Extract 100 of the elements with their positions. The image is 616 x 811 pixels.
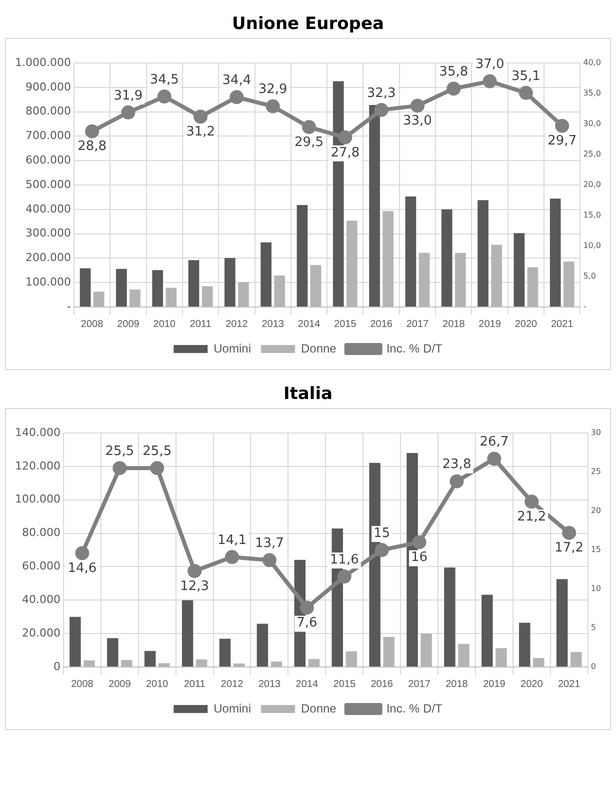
point xyxy=(230,90,244,104)
data-label: 33,0 xyxy=(403,114,432,129)
data-label: 13,7 xyxy=(255,536,284,552)
bar xyxy=(116,268,127,306)
y-tick-label: 140.000 xyxy=(14,426,60,439)
legend-label: Donne xyxy=(300,341,337,356)
point xyxy=(562,526,576,540)
point xyxy=(450,474,464,488)
point xyxy=(524,494,539,509)
data-label: 29,5 xyxy=(294,134,324,150)
y2-tick-label: 40,0 xyxy=(583,58,601,68)
y-tick-label: 1.000.000 xyxy=(15,56,71,69)
point xyxy=(482,74,497,88)
x-tick-label: 2019 xyxy=(478,318,502,330)
data-label: 15 xyxy=(374,526,390,541)
y-tick-label: 800.000 xyxy=(25,104,71,118)
point xyxy=(188,564,202,578)
bar xyxy=(144,650,156,666)
data-label: 17,2 xyxy=(554,540,584,556)
legend-label: Inc. % D/T xyxy=(386,341,444,356)
point xyxy=(266,99,280,114)
y2-tick-label: 35,0 xyxy=(583,88,601,98)
y-tick-label: 0 xyxy=(53,660,60,673)
bar xyxy=(256,624,268,666)
point xyxy=(446,82,461,96)
y-tick-label: 40.000 xyxy=(22,593,60,606)
bar xyxy=(369,104,380,306)
data-label: 34,5 xyxy=(150,72,179,88)
point xyxy=(75,546,90,560)
point xyxy=(337,570,352,584)
legend-label: Donne xyxy=(300,701,337,716)
legend-label: Uomini xyxy=(214,701,251,716)
data-label: 31,9 xyxy=(114,88,143,104)
bar xyxy=(405,196,416,306)
legend-label: Uomini xyxy=(214,341,251,356)
y2-tick-label: 20,0 xyxy=(583,180,601,190)
data-label: 32,3 xyxy=(366,86,396,101)
y-tick-label: 200.000 xyxy=(25,251,71,264)
y-tick-label: 400.000 xyxy=(25,202,71,216)
x-tick-label: 2010 xyxy=(153,318,176,330)
bar xyxy=(260,242,272,306)
bar xyxy=(182,600,194,666)
legend-label: Inc. % D/T xyxy=(386,701,444,716)
bar xyxy=(482,594,493,666)
y2-tick-label: 15,0 xyxy=(583,210,601,220)
bar xyxy=(444,568,456,666)
data-label: 23,8 xyxy=(442,457,472,472)
data-label: 16 xyxy=(411,550,428,566)
point xyxy=(487,452,502,466)
x-tick-label: 2016 xyxy=(370,318,393,330)
x-tick-label: 2021 xyxy=(550,318,574,330)
data-label: 35,8 xyxy=(439,64,468,80)
data-label: 31,2 xyxy=(186,124,216,140)
y-tick-label: 60.000 xyxy=(22,560,60,573)
y2-tick-label: - xyxy=(583,302,586,312)
y-tick-label: 80.000 xyxy=(22,526,60,540)
bar xyxy=(224,258,236,306)
data-label: 28,8 xyxy=(78,139,107,154)
x-tick-label: 2017 xyxy=(408,678,431,690)
x-tick-label: 2012 xyxy=(220,678,244,690)
x-tick-label: 2020 xyxy=(514,318,538,330)
point xyxy=(374,102,388,117)
y-tick-label: 700.000 xyxy=(25,129,71,142)
y2-tick-label: 10 xyxy=(590,584,602,594)
data-label: 11,6 xyxy=(330,552,359,568)
data-label: 34,4 xyxy=(222,73,252,88)
chart-title: Italia xyxy=(282,383,334,406)
y2-tick-label: 0 xyxy=(590,662,596,672)
point xyxy=(194,110,208,124)
point xyxy=(338,130,352,144)
x-tick-label: 2015 xyxy=(333,678,356,690)
point xyxy=(150,461,164,476)
data-label: 27,8 xyxy=(330,145,360,160)
y2-tick-label: 30,0 xyxy=(583,119,601,128)
point xyxy=(302,120,316,134)
x-tick-label: 2014 xyxy=(296,678,318,690)
x-tick-label: 2009 xyxy=(117,318,140,330)
y-tick-label: 600.000 xyxy=(25,153,71,166)
data-label: 21,2 xyxy=(517,510,546,525)
bar xyxy=(188,260,200,306)
point xyxy=(374,543,389,557)
bar xyxy=(80,268,91,306)
x-tick-label: 2017 xyxy=(406,318,430,330)
point xyxy=(157,90,172,104)
x-tick-label: 2015 xyxy=(334,318,357,330)
data-label: 29,7 xyxy=(548,134,577,149)
y2-tick-label: 20 xyxy=(590,506,602,516)
data-label: 25,5 xyxy=(105,444,134,459)
bar xyxy=(556,579,568,666)
x-tick-label: 2018 xyxy=(446,678,468,690)
data-label: 32,9 xyxy=(258,82,288,98)
y-tick-label: 300.000 xyxy=(25,226,71,240)
bar xyxy=(514,233,525,306)
y2-tick-label: 5 xyxy=(590,623,596,632)
data-label: 25,5 xyxy=(142,444,172,459)
x-tick-label: 2020 xyxy=(520,678,544,690)
bar xyxy=(219,638,231,666)
point xyxy=(112,461,127,476)
data-label: 12,3 xyxy=(180,578,210,594)
x-tick-label: 2018 xyxy=(442,318,466,330)
